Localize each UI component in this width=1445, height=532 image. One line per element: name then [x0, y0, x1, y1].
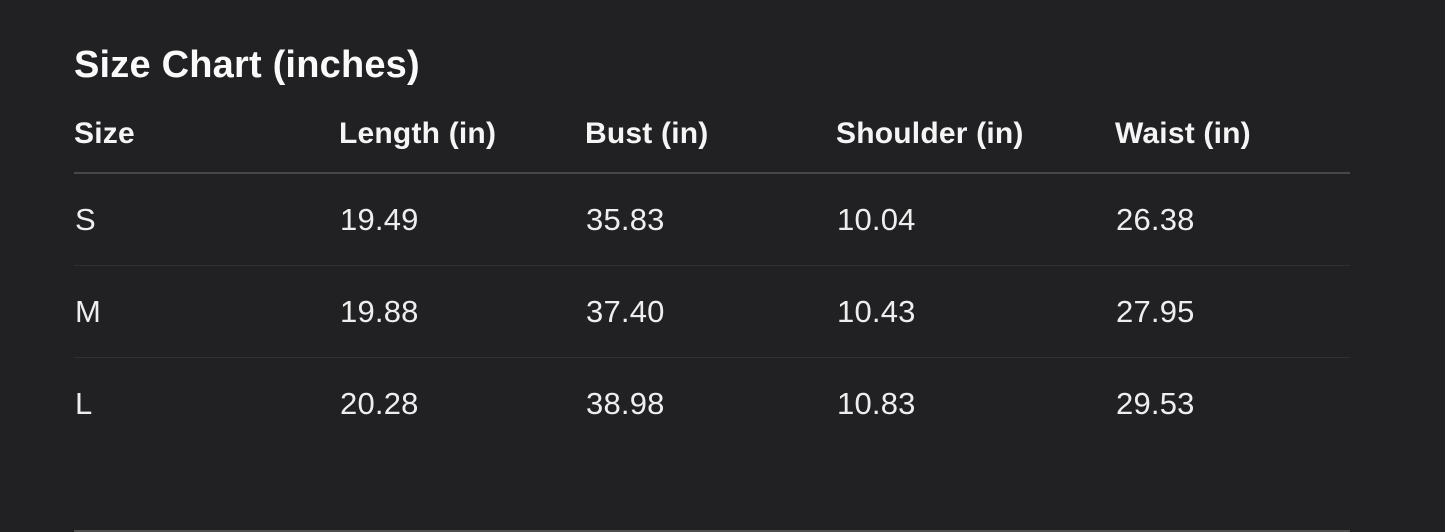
cell-bust: 38.98	[586, 385, 665, 421]
cell-shoulder: 10.43	[836, 265, 1115, 358]
column-header-waist: Waist (in)	[1115, 90, 1350, 174]
cell-shoulder: 10.83	[837, 385, 916, 421]
header-row: Size Length (in) Bust (in) Shoulder (in)…	[74, 90, 1350, 174]
cell-length: 19.49	[339, 173, 585, 266]
table-row-m: M 19.88 37.40 10.43 27.95	[74, 265, 1350, 358]
size-chart-title: Size Chart (inches)	[74, 44, 420, 86]
size-chart-table: Size Length (in) Bust (in) Shoulder (in)…	[74, 90, 1350, 449]
cell-size: S	[74, 173, 339, 266]
column-header-bust: Bust (in)	[585, 90, 836, 174]
cell-bust: 35.83	[585, 173, 836, 266]
cell-waist: 27.95	[1115, 265, 1350, 358]
table-row-s: S 19.49 35.83 10.04 26.38	[74, 173, 1350, 266]
cell-size: M	[74, 265, 339, 358]
cell-size: L	[75, 385, 93, 421]
cell-waist: 29.53	[1116, 385, 1195, 421]
cell-bust: 37.40	[585, 265, 836, 358]
cell-waist: 26.38	[1115, 173, 1350, 266]
cell-length: 20.28	[340, 385, 419, 421]
column-header-shoulder: Shoulder (in)	[836, 90, 1115, 174]
cell-shoulder: 10.04	[836, 173, 1115, 266]
table-row-l: L 20.28 38.98 10.83 29.53	[74, 358, 1350, 450]
column-header-length: Length (in)	[339, 90, 585, 174]
column-header-size: Size	[74, 90, 339, 174]
cell-length: 19.88	[339, 265, 585, 358]
